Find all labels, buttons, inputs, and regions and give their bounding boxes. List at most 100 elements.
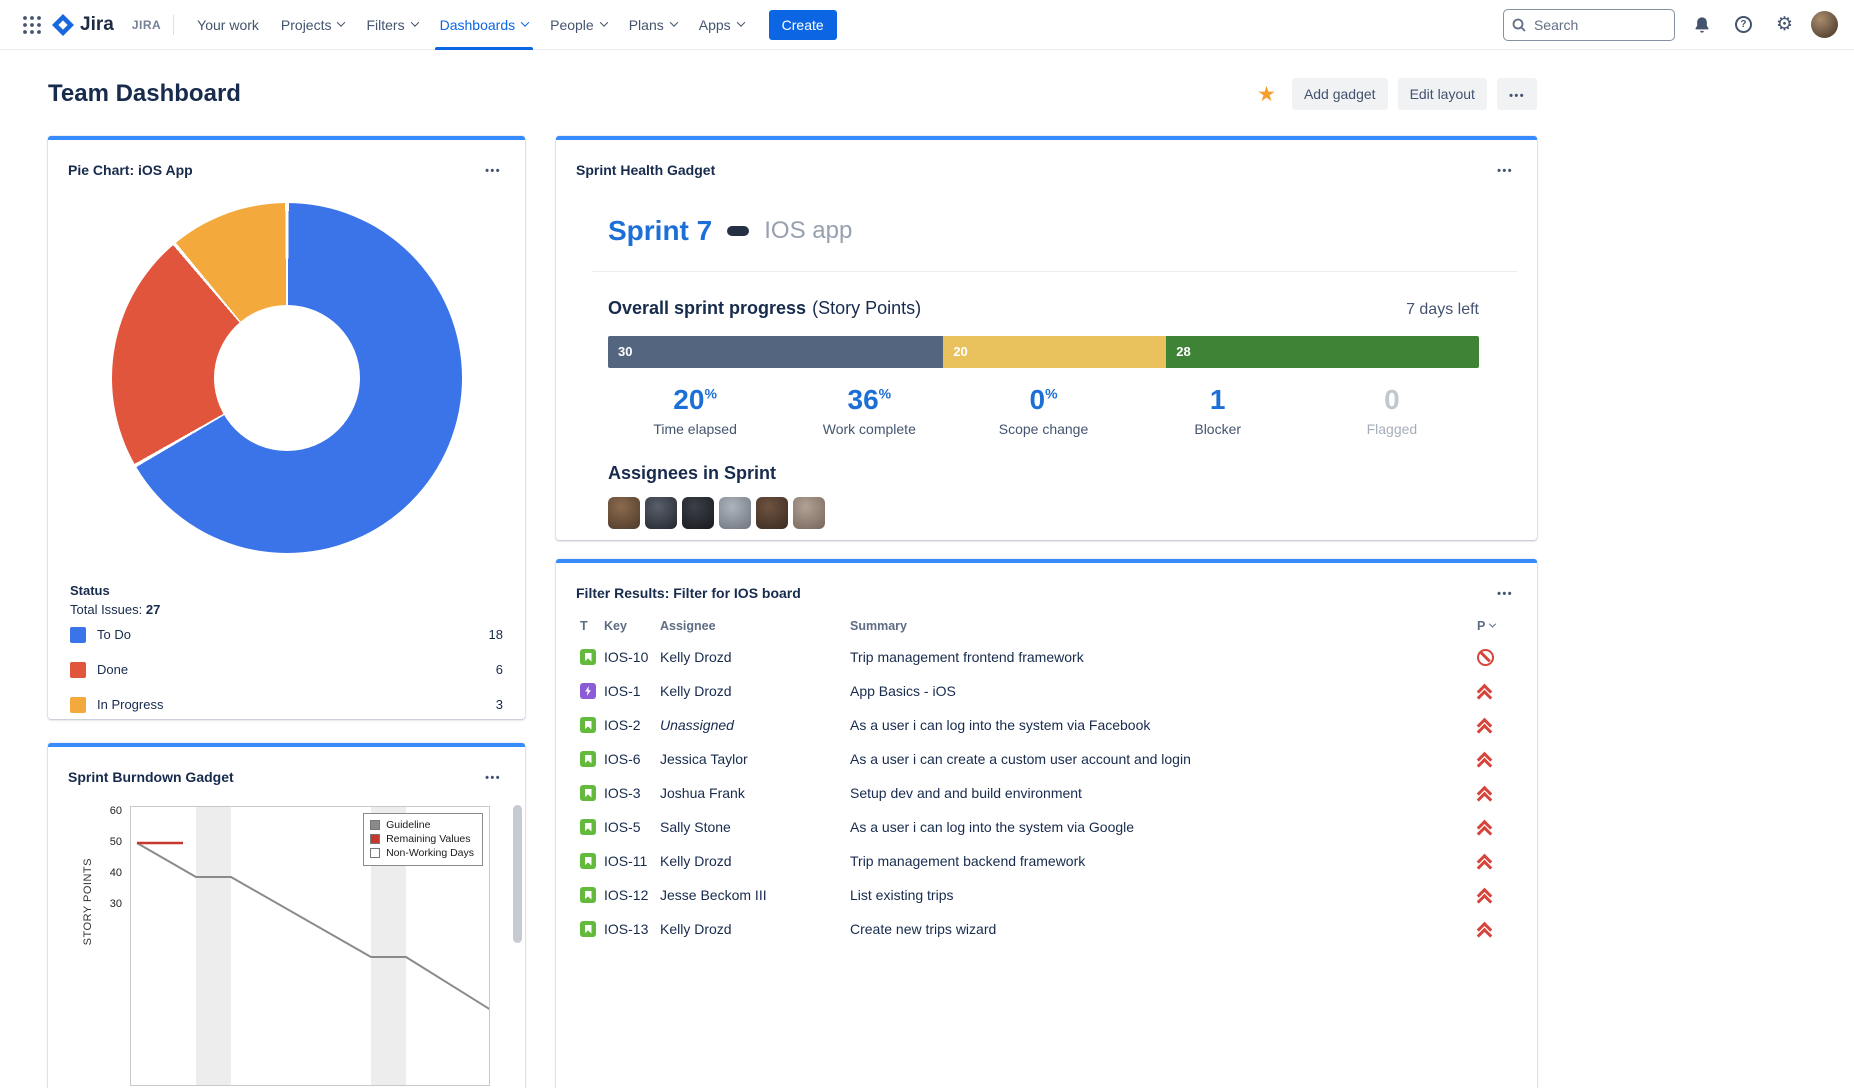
page-title: Team Dashboard: [48, 80, 241, 107]
assignee-avatar[interactable]: [682, 497, 714, 529]
gear-icon: [1776, 15, 1793, 34]
progress-subtitle: (Story Points): [812, 298, 922, 318]
legend-swatch: [370, 848, 381, 858]
col-assignee[interactable]: Assignee: [660, 619, 716, 633]
story-icon: [584, 720, 592, 730]
assignee-avatar[interactable]: [719, 497, 751, 529]
table-row[interactable]: IOS-3 Joshua Frank Setup dev and and bui…: [576, 776, 1517, 810]
assignee-avatar[interactable]: [608, 497, 640, 529]
progress-segment-done: 28: [1166, 336, 1479, 368]
legend-item[interactable]: To Do 18: [70, 617, 503, 652]
jira-logo-text: Jira: [80, 13, 114, 35]
assignee-avatar[interactable]: [756, 497, 788, 529]
legend-label: Remaining Values: [386, 833, 471, 845]
app-switcher-button[interactable]: [16, 9, 48, 41]
table-row[interactable]: IOS-5 Sally Stone As a user i can log in…: [576, 810, 1517, 844]
filter-results-table: T Key Assignee Summary P IOS-10 Kelly Dr…: [576, 612, 1517, 946]
board-name: IOS app: [764, 217, 853, 244]
jira-logo[interactable]: Jira: [52, 13, 114, 36]
priority-icon: [1477, 888, 1517, 903]
nav-item-plans[interactable]: Plans: [618, 0, 688, 50]
nav-label: Your work: [197, 16, 259, 33]
nav-item-people[interactable]: People: [539, 0, 618, 50]
gadget-menu-button[interactable]: [1493, 581, 1517, 604]
assignee-cell: Unassigned: [660, 717, 734, 733]
col-summary[interactable]: Summary: [850, 619, 907, 633]
table-row[interactable]: IOS-1 Kelly Drozd App Basics - iOS: [576, 674, 1517, 708]
table-row[interactable]: IOS-6 Jessica Taylor As a user i can cre…: [576, 742, 1517, 776]
summary-link[interactable]: As a user i can log into the system via …: [850, 717, 1151, 733]
assignee-avatar[interactable]: [793, 497, 825, 529]
donut-chart[interactable]: [111, 203, 462, 553]
summary-link[interactable]: App Basics - iOS: [850, 683, 956, 699]
col-priority[interactable]: P: [1477, 619, 1517, 633]
story-icon: [584, 754, 592, 764]
issue-key-link[interactable]: IOS-10: [604, 649, 649, 665]
issue-key-link[interactable]: IOS-1: [604, 683, 641, 699]
issue-key-link[interactable]: IOS-11: [604, 853, 648, 869]
legend-item[interactable]: In Progress 3: [70, 687, 503, 722]
double-chevron-up-icon: [1477, 786, 1492, 801]
create-button[interactable]: Create: [768, 9, 837, 40]
table-row[interactable]: IOS-13 Kelly Drozd Create new trips wiza…: [576, 912, 1517, 946]
notifications-button[interactable]: [1687, 10, 1717, 40]
sprint-health-gadget: Sprint Health Gadget Sprint 7 IOS app Ov…: [556, 136, 1537, 540]
summary-link[interactable]: Create new trips wizard: [850, 921, 997, 937]
stat-time-elapsed: 20% Time elapsed: [608, 384, 782, 437]
dashboard-more-button[interactable]: [1496, 78, 1537, 110]
priority-icon: [1477, 820, 1517, 835]
summary-link[interactable]: List existing trips: [850, 887, 954, 903]
table-row[interactable]: IOS-10 Kelly Drozd Trip management front…: [576, 640, 1517, 674]
summary-link[interactable]: Trip management frontend framework: [850, 649, 1084, 665]
summary-link[interactable]: As a user i can create a custom user acc…: [850, 751, 1191, 767]
issue-key-link[interactable]: IOS-5: [604, 819, 641, 835]
issue-key-link[interactable]: IOS-12: [604, 887, 649, 903]
table-row[interactable]: IOS-11 Kelly Drozd Trip management backe…: [576, 844, 1517, 878]
story-icon: [584, 856, 592, 866]
gadget-menu-button[interactable]: [481, 158, 505, 181]
search-input[interactable]: [1502, 8, 1675, 41]
legend-label: Guideline: [386, 819, 431, 831]
nav-item-apps[interactable]: Apps: [688, 0, 755, 50]
summary-link[interactable]: Setup dev and and build environment: [850, 785, 1082, 801]
add-gadget-button[interactable]: Add gadget: [1291, 78, 1388, 110]
issue-key-link[interactable]: IOS-2: [604, 717, 641, 733]
issue-key-link[interactable]: IOS-3: [604, 785, 641, 801]
gadget-menu-button[interactable]: [481, 765, 505, 788]
stat-blocker: 1 Blocker: [1131, 384, 1305, 437]
stat-value: 1: [1209, 384, 1226, 415]
col-key[interactable]: Key: [604, 619, 627, 633]
sprint-icon: [727, 226, 750, 236]
table-row[interactable]: IOS-12 Jesse Beckom III List existing tr…: [576, 878, 1517, 912]
nav-item-your-work[interactable]: Your work: [186, 0, 270, 50]
nav-item-projects[interactable]: Projects: [270, 0, 356, 50]
gadget-scrollbar[interactable]: [513, 805, 522, 943]
nav-item-filters[interactable]: Filters: [355, 0, 428, 50]
gadget-menu-button[interactable]: [1493, 158, 1517, 181]
issue-key-link[interactable]: IOS-6: [604, 751, 641, 767]
summary-link[interactable]: As a user i can log into the system via …: [850, 819, 1135, 835]
summary-link[interactable]: Trip management backend framework: [850, 853, 1086, 869]
issue-type-icon: [580, 751, 596, 767]
user-avatar[interactable]: [1811, 11, 1838, 38]
nav-item-dashboards[interactable]: Dashboards: [429, 0, 540, 50]
assignee-avatars: [608, 497, 1517, 529]
progress-segment-inprogress: 20: [943, 336, 1167, 368]
assignee-avatar[interactable]: [645, 497, 677, 529]
settings-button[interactable]: [1770, 9, 1799, 40]
issue-type-icon: [580, 785, 596, 801]
issue-key-link[interactable]: IOS-13: [604, 921, 649, 937]
legend-label: To Do: [97, 627, 131, 642]
legend-item[interactable]: Done 6: [70, 652, 503, 687]
edit-layout-button[interactable]: Edit layout: [1397, 78, 1487, 110]
help-button[interactable]: ?: [1729, 10, 1758, 39]
left-column: Pie Chart: iOS App Status Total Issues: …: [48, 136, 525, 1088]
chevron-down-icon: [669, 17, 678, 27]
more-icon: [1497, 585, 1513, 600]
table-row[interactable]: IOS-2 Unassigned As a user i can log int…: [576, 708, 1517, 742]
nav-label: Apps: [698, 16, 731, 33]
col-type[interactable]: T: [580, 619, 588, 633]
nav-label: Projects: [280, 16, 332, 33]
favorite-star-button[interactable]: [1251, 80, 1282, 109]
issue-type-icon: [580, 717, 596, 733]
